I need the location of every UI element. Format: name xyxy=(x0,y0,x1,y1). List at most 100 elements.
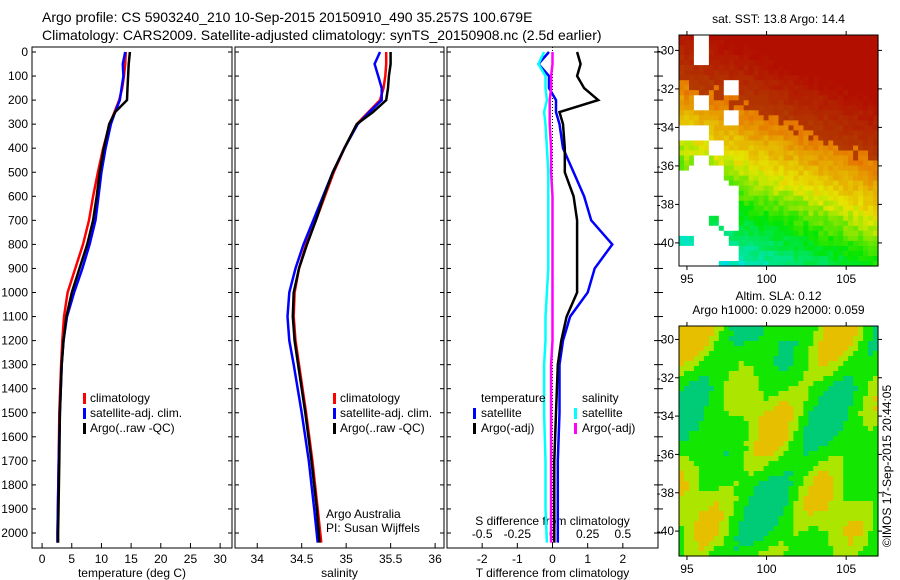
heatmap-cell xyxy=(873,421,879,427)
heatmap-cell xyxy=(853,135,859,141)
heatmap-cell xyxy=(793,491,799,497)
heatmap-cell xyxy=(838,140,844,147)
heatmap-cell xyxy=(748,476,755,482)
heatmap-cell xyxy=(798,256,804,262)
heatmap-cell xyxy=(743,150,750,157)
heatmap-cell xyxy=(748,190,755,197)
heatmap-cell xyxy=(828,130,834,136)
heatmap-cell xyxy=(758,446,765,452)
heatmap-cell xyxy=(858,381,864,387)
heatmap-cell xyxy=(728,250,735,257)
heatmap-cell xyxy=(868,391,874,397)
heatmap-cell xyxy=(848,135,854,141)
heatmap-cell xyxy=(848,356,854,362)
heatmap-cell xyxy=(733,546,740,552)
heatmap-cell xyxy=(823,190,829,197)
heatmap-cell xyxy=(723,195,730,202)
heatmap-cell xyxy=(684,80,690,86)
heatmap-cell xyxy=(808,366,814,372)
heatmap-cell xyxy=(783,451,790,457)
heatmap-cell xyxy=(783,240,790,247)
heatmap-cell xyxy=(728,145,735,152)
heatmap-cell xyxy=(723,426,730,432)
profile-line-climatology xyxy=(56,51,128,543)
heatmap-cell xyxy=(788,160,795,167)
heatmap-cell xyxy=(773,205,780,212)
heatmap-cell xyxy=(763,406,770,412)
heatmap-cell xyxy=(698,130,705,136)
heatmap-cell xyxy=(858,516,864,522)
heatmap-cell xyxy=(793,436,799,442)
heatmap-cell xyxy=(713,195,720,202)
heatmap-cell xyxy=(679,526,685,532)
heatmap-cell xyxy=(708,376,715,382)
heatmap-cell xyxy=(863,256,869,262)
heatmap-cell xyxy=(818,461,824,467)
heatmap-cell xyxy=(828,45,834,51)
y-tick-label: 2000 xyxy=(1,526,28,540)
heatmap-cell xyxy=(798,346,804,352)
heatmap-cell xyxy=(718,120,725,126)
heatmap-cell xyxy=(808,105,814,111)
heatmap-cell xyxy=(733,215,740,222)
heatmap-cell xyxy=(838,135,844,141)
heatmap-cell xyxy=(838,65,844,71)
heatmap-cell xyxy=(833,496,839,502)
heatmap-cell xyxy=(713,110,720,116)
heatmap-cell xyxy=(803,85,809,91)
heatmap-cell xyxy=(783,396,790,402)
heatmap-cell xyxy=(758,361,765,367)
heatmap-cell xyxy=(733,55,740,61)
x-tick-label: 1 xyxy=(584,552,591,566)
heatmap-cell xyxy=(763,516,770,522)
heatmap-cell xyxy=(778,135,785,141)
heatmap-cell xyxy=(738,50,745,56)
heatmap-cell xyxy=(803,416,809,422)
heatmap-cell xyxy=(713,396,720,402)
heatmap-cell xyxy=(853,205,859,212)
heatmap-cell xyxy=(838,160,844,167)
heatmap-cell xyxy=(838,386,844,392)
heatmap-cell xyxy=(733,351,740,357)
heatmap-cell xyxy=(818,200,824,207)
heatmap-cell xyxy=(868,65,874,71)
heatmap-cell xyxy=(728,70,735,76)
heatmap-cell xyxy=(708,125,715,131)
heatmap-cell xyxy=(853,366,859,372)
heatmap-cell xyxy=(803,486,809,492)
heatmap-cell xyxy=(733,396,740,402)
heatmap-cell xyxy=(693,461,700,467)
heatmap-cell xyxy=(753,361,760,367)
heatmap-cell xyxy=(708,170,715,177)
heatmap-cell xyxy=(833,381,839,387)
heatmap-cell xyxy=(823,426,829,432)
heatmap-cell xyxy=(748,421,755,427)
heatmap-cell xyxy=(728,461,735,467)
heatmap-cell xyxy=(684,501,690,507)
heatmap-cell xyxy=(778,506,785,512)
heatmap-cell xyxy=(863,511,869,517)
heatmap-cell xyxy=(708,431,715,437)
heatmap-cell xyxy=(748,145,755,152)
heatmap-cell xyxy=(793,511,799,517)
heatmap-cell xyxy=(689,371,695,377)
heatmap-cell xyxy=(763,75,770,81)
heatmap-cell xyxy=(753,235,760,242)
heatmap-cell xyxy=(793,546,799,552)
heatmap-cell xyxy=(758,416,765,422)
heatmap-cell xyxy=(708,346,715,352)
heatmap-cell xyxy=(833,396,839,402)
heatmap-cell xyxy=(853,411,859,417)
heatmap-cell xyxy=(713,436,720,442)
heatmap-cell xyxy=(773,120,780,126)
heatmap-cell xyxy=(679,516,685,522)
heatmap-cell xyxy=(863,401,869,407)
heatmap-cell xyxy=(873,240,879,247)
heatmap-cell xyxy=(873,441,879,447)
heatmap-cell xyxy=(723,486,730,492)
legend-swatch xyxy=(83,423,86,434)
heatmap-cell xyxy=(718,240,725,247)
heatmap-cell xyxy=(728,536,735,542)
heatmap-cell xyxy=(838,471,844,477)
heatmap-cell xyxy=(733,481,740,487)
